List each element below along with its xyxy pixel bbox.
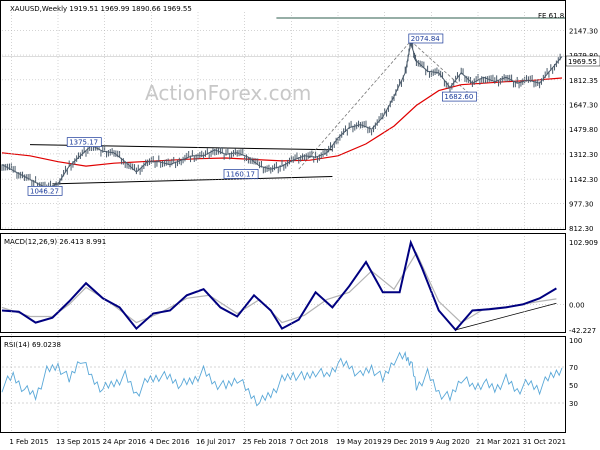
rsi-line xyxy=(1,351,563,407)
macd-trend-line xyxy=(455,302,557,331)
macd-line xyxy=(1,239,557,332)
macd-y-tick: -42.227 xyxy=(569,327,596,335)
x-tick-label: 25 Feb 2018 xyxy=(243,438,287,446)
x-tick-label: 4 Dec 2016 xyxy=(149,438,190,446)
trend-dashed-line-2 xyxy=(410,40,473,97)
annotation-box xyxy=(223,169,259,179)
y-tick-label: 977.30 xyxy=(569,201,594,209)
rsi-layer xyxy=(1,351,565,407)
annotation-box xyxy=(66,137,102,147)
x-tick-label: 1 Feb 2015 xyxy=(9,438,48,446)
annotation-label: 2074.84 xyxy=(411,35,440,43)
macd-panel-frame xyxy=(0,233,566,333)
annotation-label: 1682.60 xyxy=(444,93,473,101)
trend-dashed-line xyxy=(298,40,412,170)
rsi-y-tick: 50 xyxy=(569,382,578,390)
x-tick-label: 31 Oct 2021 xyxy=(523,438,566,446)
rsi-y-tick: 70 xyxy=(569,364,578,372)
price-panel-frame xyxy=(0,0,566,230)
last-price-label: 1969.55 xyxy=(568,58,597,66)
last-price-box xyxy=(565,55,600,67)
annotation-label: 1046.27 xyxy=(30,187,59,195)
macd-layer xyxy=(1,239,565,332)
annotation-box xyxy=(408,33,444,44)
rsi-y-tick: 100 xyxy=(569,337,582,345)
x-tick-label: 9 Aug 2020 xyxy=(429,438,469,446)
macd-title: MACD(12,26,9) 26.413 8.991 xyxy=(4,238,106,246)
rsi-y-tick: 30 xyxy=(569,400,578,408)
annotation-box xyxy=(442,91,477,102)
channel-lower-line xyxy=(52,176,333,185)
x-tick-label: 19 May 2019 xyxy=(336,438,382,446)
x-tick-label: 29 Dec 2019 xyxy=(383,438,428,446)
watermark: ActionForex.com xyxy=(145,81,311,105)
macd-y-tick: 102.909 xyxy=(569,239,598,247)
price-line xyxy=(1,43,563,189)
annotation-box xyxy=(27,185,63,196)
y-tick-label: 1812.35 xyxy=(569,77,598,85)
y-tick-label: 1479.80 xyxy=(569,126,598,134)
y-tick-label: 1647.30 xyxy=(569,101,598,109)
x-tick-label: 7 Oct 2018 xyxy=(289,438,328,446)
rsi-panel-frame xyxy=(0,336,566,433)
x-tick-label: 13 Sep 2015 xyxy=(56,438,100,446)
y-tick-label: 812.30 xyxy=(569,225,594,233)
macd-y-tick: 0.00 xyxy=(569,301,585,309)
y-tick-label: 1142.30 xyxy=(569,176,598,184)
axis-layer: 1 Feb 2015 13 Sep 2015 24 Apr 2016 4 Dec 20… xyxy=(2,12,598,446)
y-tick-label: 2147.30 xyxy=(569,27,598,35)
x-tick-label: 24 Apr 2016 xyxy=(103,438,147,446)
annotation-label: 1160.17 xyxy=(226,170,255,178)
price-title: XAUUSD,Weekly 1919.51 1969.99 1890.66 19… xyxy=(10,5,192,13)
macd-signal-line xyxy=(1,251,557,324)
rsi-title: RSI(14) 69.0238 xyxy=(4,341,61,349)
y-tick-label: 1312.30 xyxy=(569,151,598,159)
x-tick-label: 21 Mar 2021 xyxy=(476,438,520,446)
price-layer: 2074.84 1682.60 1375.17 1160.17 1046.27 xyxy=(1,17,565,196)
fe-label: FE 61.8 xyxy=(538,12,564,20)
x-tick-label: 16 Jul 2017 xyxy=(196,438,236,446)
annotation-label: 1375.17 xyxy=(69,139,98,147)
